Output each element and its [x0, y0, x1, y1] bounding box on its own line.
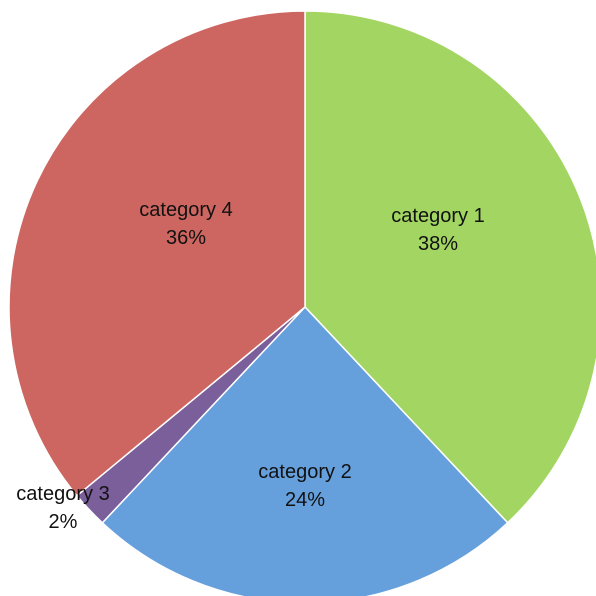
- pie-slice-category-1: [304, 10, 596, 524]
- slice-name-label: category 1: [391, 205, 484, 227]
- slice-percent-label: 2%: [49, 511, 78, 533]
- pie-slice-category-2: [101, 305, 509, 596]
- slice-name-label: category 4: [139, 199, 232, 221]
- slice-name-label: category 2: [258, 461, 351, 483]
- slice-name-label: category 3: [16, 483, 109, 505]
- pie-labels: category 1 38% category 2 24% category 3 2% ca…: [16, 199, 484, 533]
- pie-slice-category-4: [8, 10, 306, 497]
- slice-percent-label: 24%: [285, 489, 325, 511]
- pie-slices: [8, 10, 596, 596]
- slice-percent-label: 36%: [166, 227, 206, 249]
- slice-percent-label: 38%: [418, 233, 458, 255]
